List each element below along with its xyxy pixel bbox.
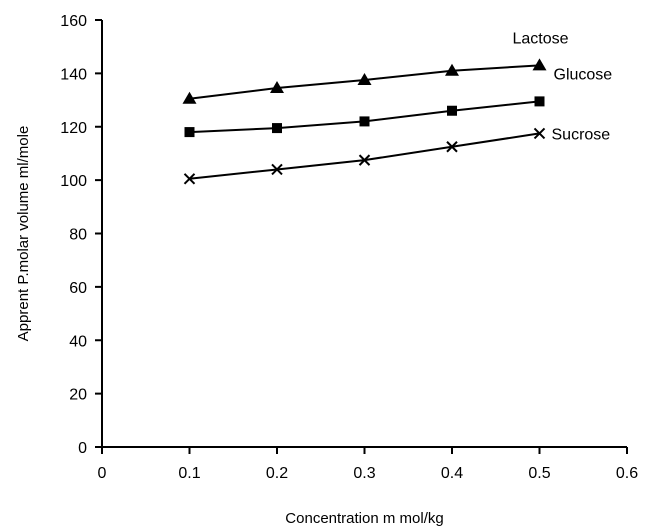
x-tick-label: 0.6 [616,465,638,482]
x-axis-title: Concentration m mol/kg [285,510,443,527]
y-tick-label: 60 [69,280,87,297]
x-tick-label: 0.5 [528,465,550,482]
series-sucrose: Sucrose [183,126,611,185]
y-tick-label: 160 [60,13,87,30]
y-tick-label: 140 [60,66,87,83]
data-point-x [533,127,546,140]
data-point-x [446,141,458,153]
data-point-square [447,105,457,116]
y-tick-label: 0 [78,440,87,457]
y-tick-label: 40 [69,333,87,350]
x-tick-label: 0.2 [266,465,288,482]
y-tick-label: 20 [69,387,87,404]
series-label: Lactose [513,30,569,47]
data-point-square [272,123,282,134]
x-tick-label: 0.4 [441,465,463,482]
series-lactose: Lactose [182,30,569,104]
series-group: Lactose Glucose Sucrose [182,30,613,185]
data-point-x [183,173,196,185]
data-point-x [271,163,283,176]
data-point-square [534,96,545,107]
data-point-square [359,116,370,127]
y-ticks: 0 20 40 60 80 100 120 140 160 [60,13,102,457]
x-ticks: 0 0.1 0.2 0.3 0.4 0.5 0.6 [98,447,638,482]
data-point-square [184,127,195,138]
y-tick-label: 80 [69,227,87,244]
series-label: Glucose [554,66,613,83]
data-point-triangle [182,91,197,104]
data-point-triangle [445,63,459,76]
data-point-triangle [270,81,284,94]
series-line [189,132,540,180]
x-tick-label: 0.1 [178,465,200,482]
series-glucose: Glucose [184,66,613,138]
x-tick-label: 0 [98,465,107,482]
data-point-x [358,154,371,166]
y-tick-label: 100 [60,173,87,190]
data-point-triangle [532,58,547,71]
x-tick-label: 0.3 [353,465,375,482]
y-tick-label: 120 [60,120,87,137]
series-label: Sucrose [552,126,611,143]
y-axis-title: Apprent P.molar volume ml/mole [15,126,32,342]
data-point-triangle [357,73,372,86]
